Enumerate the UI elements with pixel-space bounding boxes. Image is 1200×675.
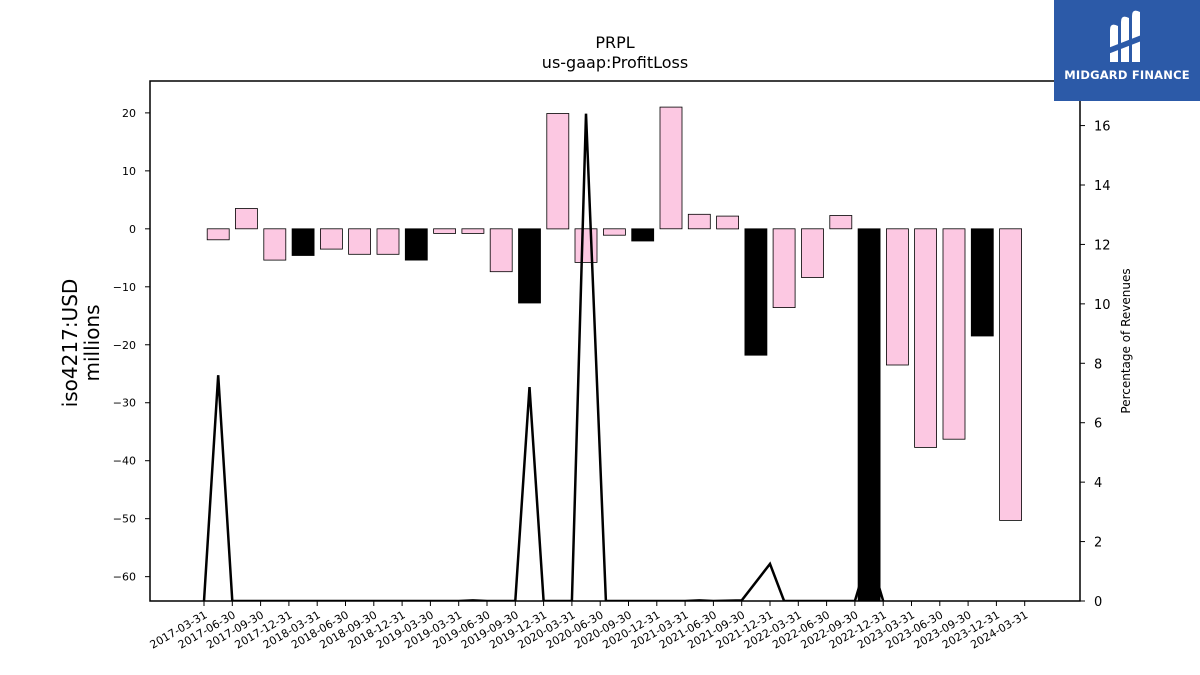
y-tick-label: 20 — [122, 107, 136, 120]
y-axis-ticks: 20 10 0 −10 −20 −30 −40 −50 −60 — [113, 107, 150, 584]
bar — [631, 228, 655, 242]
bar — [914, 228, 937, 448]
bar — [433, 228, 457, 234]
y2-tick-label: 6 — [1094, 417, 1102, 432]
y-tick-label: 10 — [122, 165, 136, 178]
y-tick-label: −50 — [113, 513, 136, 526]
bar — [687, 213, 711, 230]
logo-text: MIDGARD FINANCE — [1064, 68, 1190, 82]
bar — [263, 228, 287, 261]
midgard-logo: MIDGARD FINANCE — [1054, 0, 1200, 101]
midgard-logo-icon — [1108, 10, 1144, 63]
bar — [518, 228, 541, 304]
bar — [234, 208, 258, 230]
y-tick-label: −10 — [113, 281, 136, 294]
bar — [772, 228, 796, 309]
chart-title: PRPL — [595, 33, 634, 52]
y2-tick-label: 12 — [1094, 238, 1111, 253]
bar — [829, 215, 853, 230]
bar — [716, 215, 739, 230]
bar — [942, 228, 966, 440]
bar — [404, 228, 428, 261]
y-tick-label: −60 — [113, 571, 136, 584]
y2-tick-label: 2 — [1094, 536, 1102, 551]
bar — [461, 228, 485, 234]
line-series-layer — [202, 113, 885, 601]
bar — [886, 228, 909, 366]
bar — [319, 228, 343, 250]
y2-tick-label: 16 — [1094, 120, 1111, 135]
bar — [801, 228, 824, 278]
y2-tick-label: 10 — [1094, 298, 1111, 313]
y2-axis-ticks: 0 2 4 6 8 10 12 14 16 — [1080, 120, 1111, 610]
bar — [857, 228, 881, 602]
percentage-line — [202, 113, 885, 601]
y2-tick-label: 8 — [1094, 357, 1102, 372]
y-tick-label: 0 — [129, 223, 136, 236]
y-tick-label: −30 — [113, 397, 136, 410]
bar — [546, 113, 570, 230]
bar — [574, 228, 598, 263]
bar — [744, 228, 768, 356]
y2-tick-label: 14 — [1094, 179, 1111, 194]
y-tick-label: −40 — [113, 455, 136, 468]
plot-frame — [149, 80, 1081, 602]
y2-axis-label: Percentage of Revenues — [1119, 268, 1133, 413]
chart-subtitle: us-gaap:ProfitLoss — [542, 53, 688, 72]
bar — [348, 228, 372, 255]
y-axis-label: iso4217:USD millions — [58, 279, 104, 408]
y-axis-label-line1: iso4217:USD — [58, 279, 82, 408]
bar — [206, 228, 230, 241]
y2-tick-label: 4 — [1094, 476, 1102, 491]
y2-tick-label: 0 — [1094, 595, 1102, 610]
y-axis-label-line2: millions — [80, 304, 104, 381]
bar — [291, 228, 315, 256]
bar — [489, 228, 513, 273]
bar — [659, 106, 683, 230]
x-axis-ticks: 2017-03-312017-06-302017-09-302017-12-31… — [148, 601, 1030, 652]
bar — [376, 228, 400, 255]
bar — [970, 228, 994, 337]
bar — [603, 228, 626, 236]
bar-series — [206, 106, 1022, 602]
bar — [999, 228, 1022, 521]
y-tick-label: −20 — [113, 339, 136, 352]
